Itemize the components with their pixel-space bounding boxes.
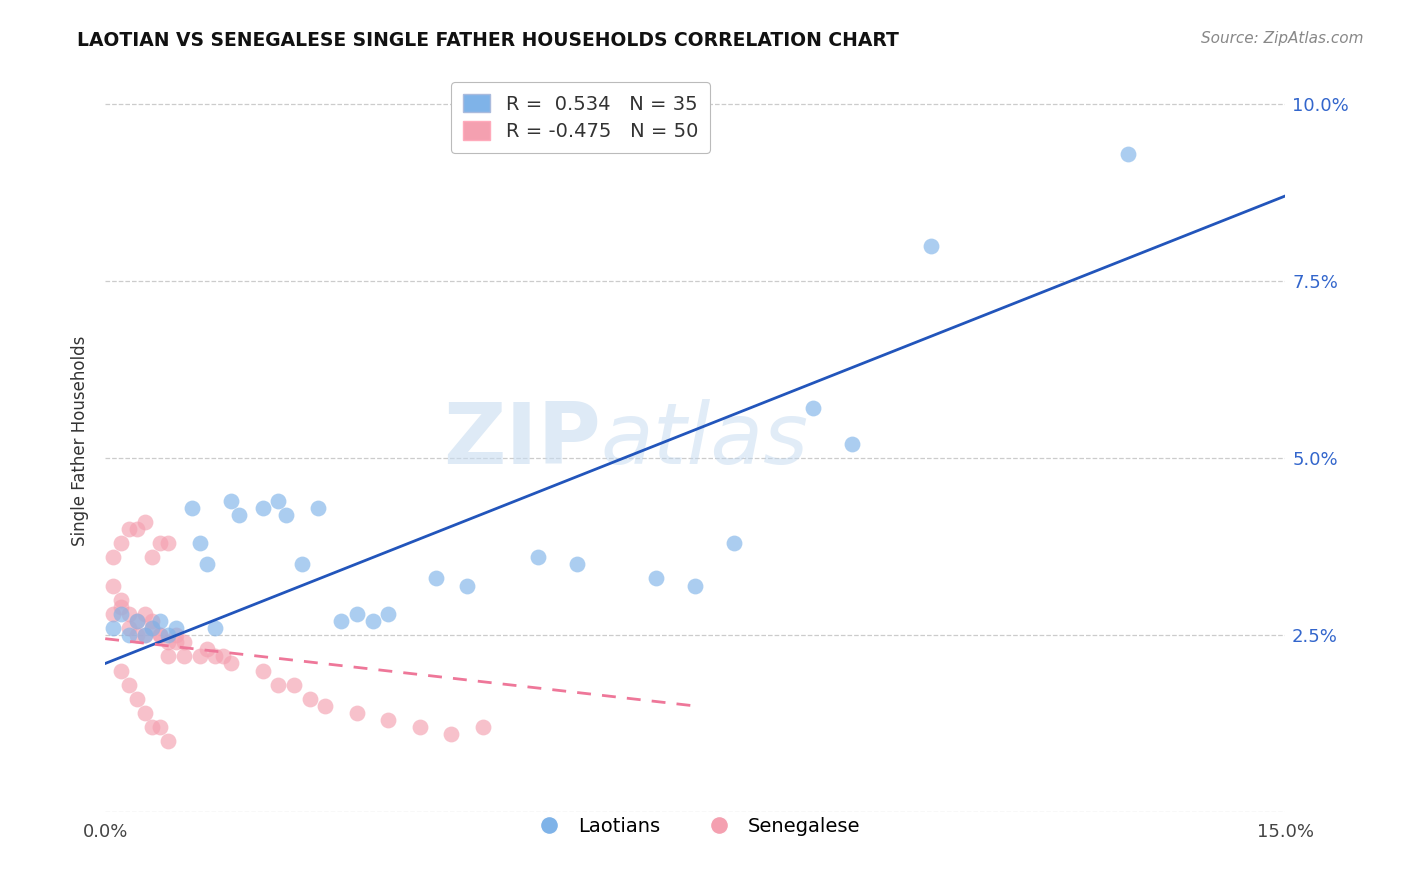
Point (134, 628, 156, 642)
Point (212, 649, 235, 664)
Legend: Laotians, Senegalese: Laotians, Senegalese (522, 809, 869, 844)
Point (1116, 146, 1139, 161)
Point (110, 607, 132, 621)
Point (841, 437, 863, 451)
Point (110, 592, 132, 607)
Point (118, 678, 141, 692)
Point (276, 508, 298, 522)
Point (118, 607, 141, 621)
Text: atlas: atlas (600, 399, 808, 482)
Point (157, 628, 180, 642)
Point (173, 649, 195, 664)
Point (149, 536, 172, 550)
Point (141, 614, 163, 628)
Point (101, 607, 124, 621)
Point (801, 401, 824, 416)
Point (267, 678, 290, 692)
Point (141, 621, 163, 635)
Point (118, 628, 141, 642)
Point (165, 635, 187, 649)
Point (134, 628, 156, 642)
Point (157, 536, 180, 550)
Point (456, 578, 478, 592)
Point (134, 607, 156, 621)
Point (683, 578, 706, 592)
Point (204, 621, 226, 635)
Text: Source: ZipAtlas.com: Source: ZipAtlas.com (1201, 31, 1364, 46)
Text: ZIP: ZIP (443, 399, 600, 482)
Point (346, 706, 368, 720)
Point (644, 572, 666, 586)
Point (110, 536, 132, 550)
Point (101, 621, 124, 635)
Point (180, 500, 202, 515)
Y-axis label: Single Father Households: Single Father Households (72, 335, 89, 546)
Point (425, 572, 447, 586)
Point (101, 550, 124, 565)
Point (149, 614, 172, 628)
Point (149, 628, 172, 642)
Point (118, 522, 141, 536)
Point (165, 621, 187, 635)
Point (173, 635, 195, 649)
Point (346, 607, 368, 621)
Point (149, 628, 172, 642)
Point (527, 550, 550, 565)
Point (219, 657, 242, 671)
Point (330, 614, 353, 628)
Point (440, 727, 463, 741)
Point (157, 734, 180, 748)
Point (134, 515, 156, 529)
Point (291, 558, 314, 572)
Point (188, 649, 211, 664)
Point (204, 649, 226, 664)
Point (125, 614, 148, 628)
Point (567, 558, 589, 572)
Point (157, 635, 180, 649)
Point (141, 720, 163, 734)
Point (149, 720, 172, 734)
Point (141, 621, 163, 635)
Point (197, 558, 219, 572)
Point (298, 692, 321, 706)
Point (252, 664, 274, 678)
Point (125, 628, 148, 642)
Point (307, 500, 329, 515)
Point (141, 550, 163, 565)
Point (110, 664, 132, 678)
Point (920, 238, 942, 252)
Point (118, 621, 141, 635)
Point (188, 536, 211, 550)
Point (377, 607, 399, 621)
Point (267, 493, 290, 508)
Point (283, 678, 305, 692)
Point (101, 578, 124, 592)
Point (134, 706, 156, 720)
Point (125, 522, 148, 536)
Point (252, 500, 274, 515)
Point (165, 628, 187, 642)
Point (125, 692, 148, 706)
Point (125, 614, 148, 628)
Point (157, 649, 180, 664)
Point (314, 698, 336, 713)
Point (197, 642, 219, 657)
Point (409, 720, 432, 734)
Point (471, 720, 494, 734)
Text: LAOTIAN VS SENEGALESE SINGLE FATHER HOUSEHOLDS CORRELATION CHART: LAOTIAN VS SENEGALESE SINGLE FATHER HOUS… (77, 31, 900, 50)
Point (219, 493, 242, 508)
Point (361, 614, 384, 628)
Point (110, 599, 132, 614)
Point (723, 536, 745, 550)
Point (228, 508, 250, 522)
Point (377, 713, 399, 727)
